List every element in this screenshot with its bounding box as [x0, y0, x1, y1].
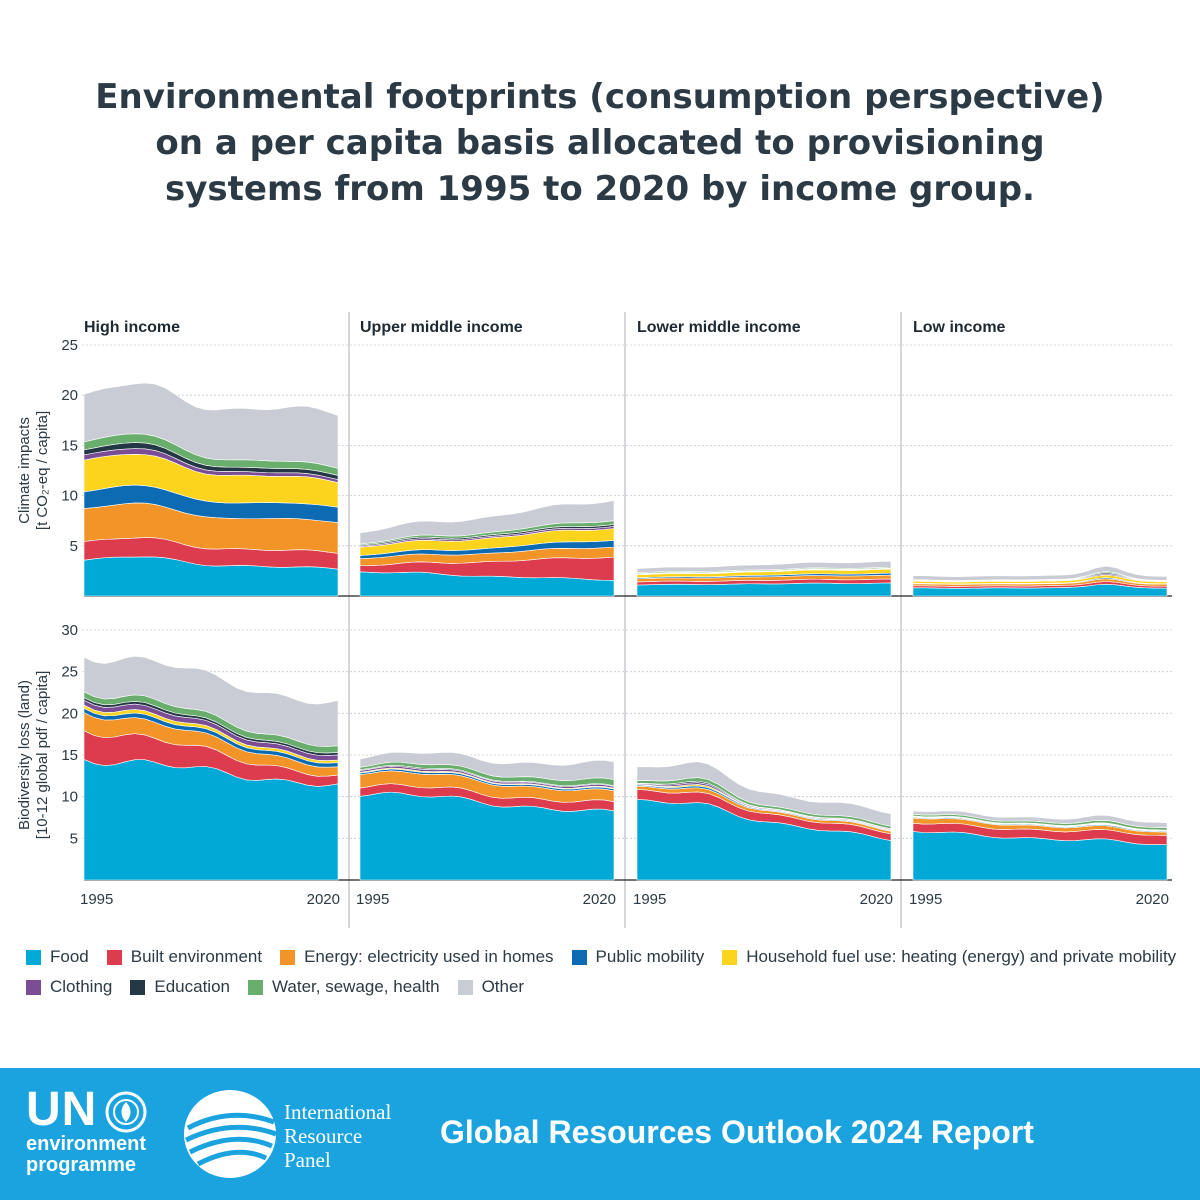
y-tick-label: 30: [61, 622, 78, 639]
y-tick-label: 5: [70, 830, 78, 847]
x-tick-label-end: 2020: [1136, 891, 1169, 908]
area-r1-p3-other: [912, 810, 1168, 829]
irp-line3: Panel: [284, 1148, 331, 1172]
y-tick-label: 25: [61, 664, 78, 681]
legend-swatch-electricity: [280, 949, 296, 965]
legend-swatch-food: [26, 949, 41, 965]
y-axis-title-line1: Climate impacts: [16, 417, 33, 524]
panel-title: High income: [84, 319, 180, 336]
x-tick-label-end: 2020: [307, 891, 340, 908]
area-r0-p2-food: [636, 582, 892, 597]
legend-swatch-household-fuel: [722, 949, 738, 965]
area-r0-p0-other: [83, 382, 339, 469]
y-tick-label: 20: [61, 705, 78, 722]
legend-item-clothing: Clothing: [26, 977, 112, 997]
legend-item-other: Other: [457, 977, 524, 997]
x-tick-label-start: 1995: [80, 891, 113, 908]
irp-line2: Resource: [284, 1124, 363, 1148]
area-r0-p1-other: [359, 500, 615, 545]
x-tick-label-end: 2020: [860, 891, 893, 908]
legend: Food Built environment Energy: electrici…: [26, 942, 1186, 1002]
area-r1-p0-other: [83, 655, 339, 747]
panel-title: Lower middle income: [637, 319, 801, 336]
legend-item-household-fuel: Household fuel use: heating (energy) and…: [722, 947, 1176, 967]
area-r1-p2-other: [636, 761, 892, 827]
legend-item-built-environment: Built environment: [106, 947, 262, 967]
legend-item-public-mobility: Public mobility: [571, 947, 704, 967]
y-axis-title-line2: [t CO₂-eq / capita]: [34, 411, 51, 530]
area-r0-p3-other: [912, 565, 1168, 581]
y-tick-label: 25: [61, 337, 78, 354]
legend-swatch-water: [248, 979, 263, 995]
irp-line1: International: [284, 1100, 392, 1124]
legend-item-water: Water, sewage, health: [248, 977, 440, 997]
y-axis-title-line1: Biodiversity loss (land): [16, 680, 33, 830]
panel-title: Upper middle income: [360, 319, 523, 336]
legend-item-education: Education: [130, 977, 230, 997]
area-r0-p2-other: [636, 560, 892, 573]
y-tick-label: 5: [70, 538, 78, 555]
un-environment-logo: UN environment programme: [26, 1086, 146, 1176]
chart-title: Environmental footprints (consumption pe…: [95, 77, 1105, 209]
footer-banner: UN environment programme International R…: [0, 1068, 1200, 1200]
area-r1-p1-other: [359, 751, 615, 781]
y-tick-label: 15: [61, 747, 78, 764]
legend-row-1: Food Built environment Energy: electrici…: [26, 942, 1186, 972]
y-tick-label: 20: [61, 387, 78, 404]
un-emblem-icon: [105, 1091, 147, 1133]
irp-wordmark: International Resource Panel: [284, 1100, 391, 1172]
grid-layer: [82, 312, 1172, 928]
y-tick-label: 10: [61, 488, 78, 505]
y-tick-label: 10: [61, 789, 78, 806]
irp-globe-icon: [184, 1090, 277, 1178]
un-logo-text: UN: [26, 1083, 98, 1136]
legend-swatch-built-environment: [106, 949, 122, 965]
report-title: Global Resources Outlook 2024 Report: [440, 1114, 1034, 1150]
area-layer: [83, 382, 1168, 881]
x-tick-label-start: 1995: [909, 891, 942, 908]
legend-row-2: Clothing Education Water, sewage, health…: [26, 972, 1186, 1002]
legend-item-electricity: Energy: electricity used in homes: [280, 947, 554, 967]
legend-swatch-other: [457, 979, 473, 995]
legend-item-food: Food: [26, 947, 89, 967]
y-tick-label: 15: [61, 437, 78, 454]
un-logo-line3: programme: [26, 1154, 137, 1176]
label-layer: 5 10 15 20 25 Climate impacts [t CO₂-eq / capi…: [16, 319, 1169, 908]
legend-swatch-public-mobility: [571, 949, 587, 965]
un-logo-line2: environment: [26, 1133, 147, 1155]
x-tick-label-end: 2020: [583, 891, 616, 908]
y-axis-title-line2: [10-12 global pdf / capita]: [34, 671, 51, 839]
legend-swatch-clothing: [26, 979, 41, 995]
x-tick-label-start: 1995: [633, 891, 666, 908]
x-tick-label-start: 1995: [356, 891, 389, 908]
panel-title: Low income: [913, 319, 1006, 336]
legend-swatch-education: [130, 979, 146, 995]
stacked-area-chart: 5 10 15 20 25 Climate impacts [t CO₂-eq / capi…: [16, 312, 1172, 928]
